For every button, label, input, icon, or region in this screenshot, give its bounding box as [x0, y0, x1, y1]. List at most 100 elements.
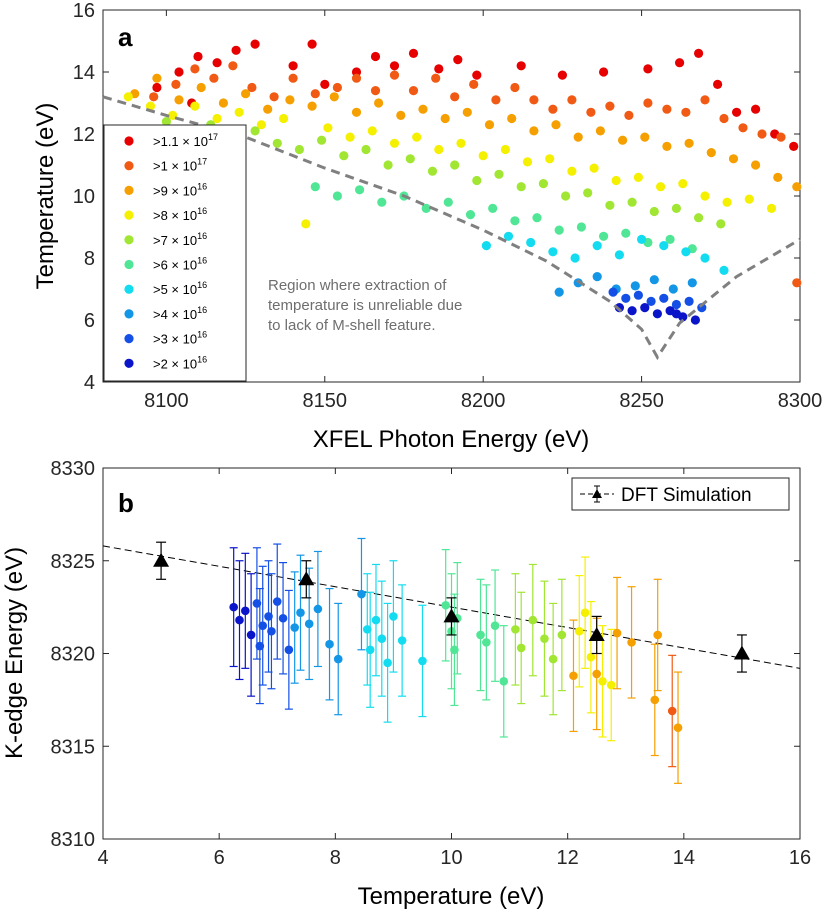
panel-a-point: [671, 299, 682, 310]
panel-a-point: [263, 104, 273, 114]
panel-a-point: [367, 126, 377, 136]
panel-a-point: [421, 203, 431, 213]
panel-a-point: [570, 253, 580, 263]
panel-a-point: [377, 197, 387, 207]
panel-a-point: [161, 117, 171, 127]
panel-a-point: [351, 107, 362, 117]
panel-a-point: [339, 151, 349, 161]
triangle-marker: [298, 571, 315, 586]
panel-a-point: [643, 64, 653, 74]
legend-marker: [124, 309, 134, 319]
panel-a-point: [190, 101, 200, 111]
panel-a-point: [516, 182, 526, 192]
panel-a-point: [396, 110, 406, 120]
kedge-marker: [511, 625, 520, 634]
legend-entry-label: >4 × 1016: [153, 305, 207, 322]
kedge-data-point: [365, 591, 375, 708]
panel-b-x-axis-label: Temperature (eV): [358, 883, 545, 910]
panel-a-point: [212, 113, 222, 124]
triangle-marker: [153, 552, 170, 567]
legend-entry-label: >1.1 × 1017: [153, 132, 218, 149]
dft-simulation-point: [443, 597, 460, 636]
panel-a-point: [662, 141, 672, 151]
dft-simulation-point: [298, 560, 315, 599]
panel-a-point: [728, 154, 739, 164]
kedge-marker: [653, 630, 662, 640]
dft-simulation-points: [153, 541, 750, 673]
kedge-marker: [264, 612, 273, 621]
panel-a-point: [637, 234, 647, 244]
legend-exponent: 17: [197, 157, 207, 167]
panel-a-point: [668, 284, 678, 294]
panel-a-point: [545, 154, 555, 164]
kedge-marker: [418, 656, 427, 666]
panel-a-point: [510, 82, 520, 93]
kedge-marker: [252, 599, 262, 608]
kedge-marker: [650, 695, 660, 705]
panel-a-point: [212, 58, 222, 68]
panel-a-point: [694, 213, 704, 223]
panel-a-y-axis-label: Temperature (eV): [32, 103, 59, 290]
kedge-marker: [569, 671, 578, 681]
panel-a-point: [370, 86, 381, 96]
panel-a-point: [681, 247, 691, 257]
panel-a-point: [174, 95, 184, 105]
kedge-data-point: [499, 625, 509, 738]
panel-a-point: [234, 107, 244, 117]
kedge-data-point: [574, 574, 584, 688]
panel-a-point: [662, 104, 672, 114]
panel-a-point: [605, 200, 615, 210]
panel-a-point: [608, 287, 618, 297]
panel-a-point: [671, 203, 682, 213]
panel-a-point: [538, 179, 549, 189]
panel-a-point: [374, 98, 384, 108]
panel-a-point: [776, 132, 786, 142]
x-tick-label: 8250: [619, 390, 664, 412]
panel-a-point: [716, 219, 726, 229]
x-tick-label: 8300: [778, 390, 823, 412]
panel-a-point: [678, 179, 688, 189]
kedge-marker: [278, 613, 288, 623]
panel-a: 8100 8150 8200 8250 8300 4 6 8 10 12 14 16 a XFEL …: [32, 0, 822, 453]
panel-a-point: [294, 144, 304, 155]
kedge-data-point: [476, 578, 485, 692]
kedge-data-point: [278, 562, 288, 675]
kedge-data-point: [540, 580, 549, 697]
legend-marker: [124, 334, 134, 344]
panel-a-point: [751, 104, 761, 114]
panel-a-point: [719, 113, 729, 124]
panel-a-point: [456, 138, 466, 148]
panel-a-point: [288, 61, 298, 71]
panel-a-point: [228, 61, 238, 71]
kedge-data-point: [272, 543, 282, 660]
kedge-marker: [516, 643, 526, 653]
panel-a-point: [792, 278, 802, 288]
panel-a-point: [649, 206, 659, 217]
panel-a-point: [218, 98, 228, 108]
panel-a-point: [307, 39, 317, 49]
legend-exponent: 16: [197, 256, 207, 266]
y-tick-label: 8: [84, 248, 95, 270]
kedge-marker: [272, 597, 282, 606]
panel-a-point: [526, 237, 536, 248]
kedge-data-point: [333, 602, 343, 716]
kedge-marker: [574, 626, 584, 636]
legend-entry-label: >2 × 1016: [153, 354, 207, 371]
kedge-marker: [290, 623, 299, 632]
panel-a-point: [301, 219, 311, 229]
panel-a-point: [389, 61, 400, 71]
panel-a-point: [554, 225, 564, 235]
panel-a-label: a: [118, 22, 133, 52]
panel-a-point: [440, 113, 450, 124]
kedge-marker: [241, 606, 250, 616]
panel-a-point: [700, 191, 710, 201]
kedge-data-point: [557, 578, 567, 692]
panel-a-point: [624, 110, 634, 120]
panel-a-point: [630, 281, 640, 291]
kedge-marker: [612, 628, 622, 638]
panel-a-point: [370, 51, 381, 62]
panel-a-point: [589, 163, 599, 173]
panel-a-point: [241, 89, 251, 99]
panel-a-point: [675, 58, 685, 68]
